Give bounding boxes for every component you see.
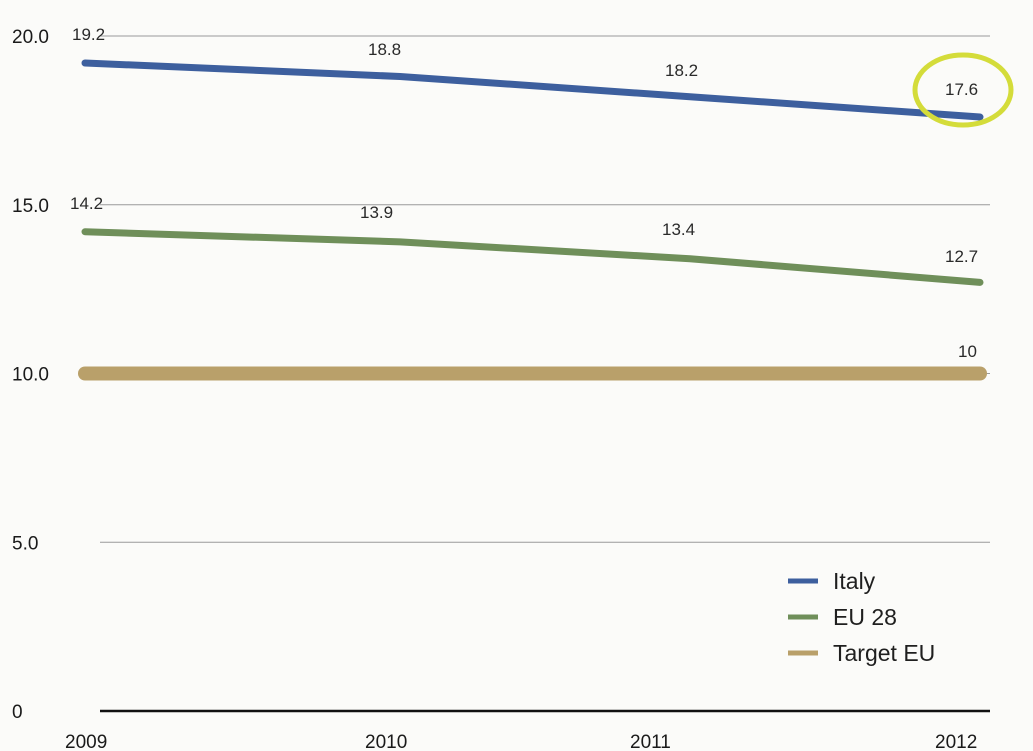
data-label: 12.7: [945, 247, 978, 266]
data-label: 13.9: [360, 203, 393, 222]
legend: Italy EU 28 Target EU: [788, 568, 935, 666]
data-label: 17.6: [945, 80, 978, 99]
legend-label: EU 28: [833, 604, 897, 630]
x-tick-label: 2009: [65, 732, 107, 751]
y-tick-label: 20.0: [12, 27, 49, 48]
tick-labels: 0 5.0 10.0 15.0 20.0 2009 2010 2011 2012: [12, 27, 977, 751]
y-tick-label: 10.0: [12, 365, 49, 386]
x-tick-label: 2011: [630, 732, 671, 751]
series-line: [81, 59, 984, 121]
data-label: 18.8: [368, 40, 401, 59]
y-tick-label: 5.0: [12, 533, 38, 554]
y-tick-label: 15.0: [12, 196, 49, 217]
data-label: 19.2: [72, 25, 105, 44]
data-label: 18.2: [665, 61, 698, 80]
legend-label: Italy: [833, 568, 876, 594]
x-tick-label: 2010: [365, 732, 407, 751]
data-label: 14.2: [70, 194, 103, 213]
y-tick-label: 0: [12, 702, 23, 723]
data-label: 10: [958, 342, 977, 361]
legend-label: Target EU: [833, 640, 935, 666]
data-label: 13.4: [662, 220, 695, 239]
data-labels: 19.2 18.8 18.2 17.6 14.2 13.9 13.4 12.7 10: [70, 25, 1014, 361]
x-tick-label: 2012: [935, 732, 977, 751]
series-line: [81, 228, 984, 286]
highlight-circle: [912, 52, 1014, 128]
series-lines: [78, 59, 987, 381]
